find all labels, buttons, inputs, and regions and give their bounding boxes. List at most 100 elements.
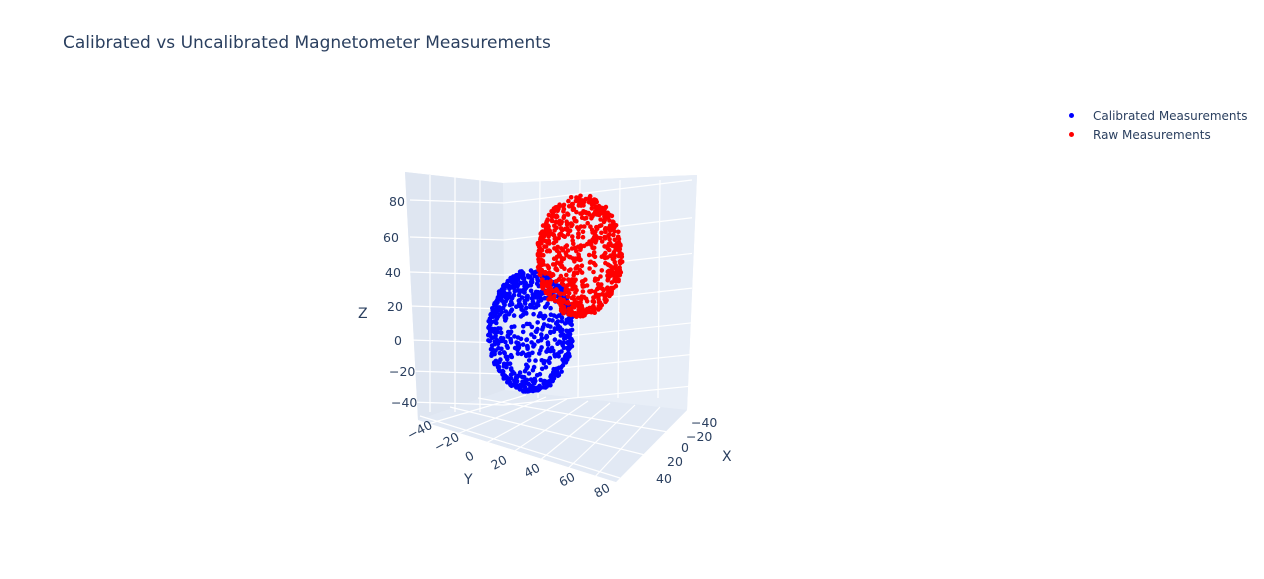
point-0-642	[524, 311, 529, 316]
point-0-679	[517, 370, 523, 375]
point-1-697	[549, 214, 555, 220]
point-1-398	[556, 235, 561, 241]
point-1-425	[550, 210, 556, 216]
point-1-523	[566, 287, 571, 293]
point-1-409	[605, 285, 610, 291]
point-0-659	[538, 377, 543, 383]
point-0-563	[526, 371, 532, 376]
point-0-589	[516, 273, 521, 278]
point-0-587	[497, 307, 503, 312]
point-1-660	[614, 272, 620, 278]
point-1-388	[554, 213, 559, 218]
grid-line	[409, 401, 505, 406]
point-1-582	[564, 222, 570, 227]
point-0-511	[520, 308, 526, 313]
point-0-267	[512, 324, 517, 329]
point-1-640	[609, 287, 615, 292]
point-0-698	[496, 297, 502, 302]
point-0-690	[536, 302, 541, 308]
point-0-635	[548, 324, 553, 329]
point-0-440	[528, 377, 534, 382]
point-1-569	[543, 269, 548, 275]
point-1-415	[536, 257, 541, 262]
legend-item-calibrated[interactable]: Calibrated Measurements	[1062, 106, 1247, 125]
point-1-546	[564, 227, 570, 233]
point-0-237	[559, 318, 565, 324]
point-1-689	[607, 274, 612, 279]
z-tick-label: 40	[385, 265, 401, 280]
point-0-671	[511, 276, 517, 281]
point-1-665	[587, 240, 592, 246]
point-0-675	[515, 283, 520, 289]
point-1-429	[570, 286, 575, 292]
point-1-534	[586, 252, 592, 258]
grid-line	[409, 236, 505, 241]
point-1-365	[571, 241, 576, 247]
point-0-173	[526, 358, 532, 363]
x-tick-label: 40	[656, 471, 672, 486]
point-0-577	[517, 288, 523, 294]
point-1-573	[564, 252, 569, 258]
point-0-549	[556, 354, 561, 359]
point-1-326	[570, 234, 575, 239]
point-1-653	[579, 198, 585, 203]
grid-line	[409, 370, 505, 375]
point-1-156	[574, 287, 579, 293]
point-1-453	[569, 305, 575, 310]
z-tick-label: 80	[389, 194, 405, 209]
legend-label-raw: Raw Measurements	[1093, 127, 1211, 142]
point-0-683	[493, 359, 499, 364]
point-0-520	[548, 312, 554, 318]
point-0-443	[501, 301, 507, 306]
point-1-633	[553, 219, 559, 225]
z-axis-title: Z	[358, 306, 368, 322]
point-1-591	[613, 263, 618, 268]
point-1-519	[570, 301, 575, 307]
point-1-549	[583, 296, 589, 302]
point-0-629	[539, 289, 544, 295]
y-tick-label: 20	[488, 452, 509, 473]
point-1-631	[571, 270, 577, 276]
point-0-674	[522, 368, 528, 374]
point-0-597	[516, 301, 522, 307]
y-tick-label: 40	[521, 460, 542, 481]
point-1-645	[553, 266, 558, 272]
point-1-416	[611, 220, 616, 225]
point-0-474	[508, 329, 514, 335]
point-0-601	[554, 326, 560, 332]
z-tick-label: 0	[394, 333, 402, 348]
point-0-349	[511, 292, 517, 298]
legend-marker-calibrated	[1069, 113, 1074, 118]
point-1-257	[565, 294, 571, 299]
point-0-617	[530, 299, 536, 305]
point-0-529	[547, 355, 553, 361]
point-1-484	[558, 273, 564, 279]
point-1-639	[616, 229, 621, 235]
point-0-540	[490, 308, 496, 313]
point-0-647	[569, 322, 574, 328]
point-0-428	[495, 314, 501, 319]
point-0-636	[503, 318, 508, 323]
point-1-694	[612, 277, 617, 282]
point-1-677	[561, 277, 567, 282]
point-1-692	[551, 232, 556, 238]
legend-item-raw[interactable]: Raw Measurements	[1062, 125, 1247, 144]
point-1-239	[599, 230, 604, 236]
point-1-529	[539, 247, 545, 253]
point-0-491	[507, 291, 512, 296]
point-1-678	[551, 288, 557, 294]
point-0-699	[527, 321, 532, 327]
y-tick-label: 0	[462, 448, 476, 465]
point-1-551	[558, 226, 564, 231]
point-0-594	[522, 298, 528, 304]
point-1-499	[611, 270, 617, 276]
point-1-627	[611, 232, 616, 238]
point-1-20	[585, 220, 590, 226]
point-1-611	[619, 254, 625, 259]
point-0-677	[532, 334, 537, 340]
point-1-550	[615, 235, 621, 241]
point-0-445	[533, 289, 539, 295]
point-1-402	[562, 266, 567, 272]
